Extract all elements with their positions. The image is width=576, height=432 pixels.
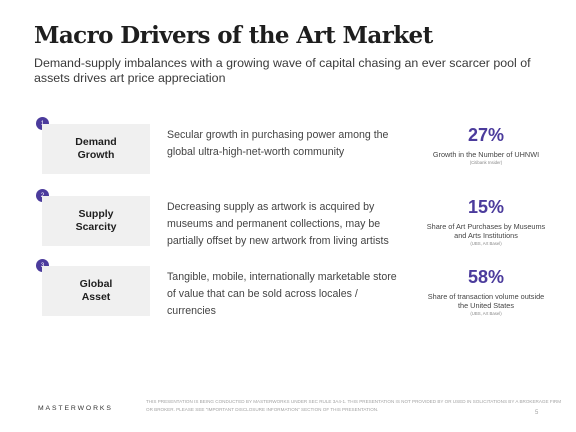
stat-label: Share of transaction volume outside the … [427,292,545,310]
driver-statistic: 15% Share of Art Purchases by Museums an… [422,197,550,247]
stat-source: (Citi­bank Insider) [469,160,503,165]
driver-description: Tangible, mobile, internationally market… [167,271,397,317]
driver-row: 3 Global Asset Tangible, mobile, interna… [0,259,576,317]
driver-name-box: Demand Growth [42,124,150,174]
slide-title: Macro Drivers of the Art Market [34,22,433,49]
stat-source: (UBS, Art Basel) [470,311,502,316]
page-number: 5 [535,410,539,416]
driver-description: Decreasing supply as artwork is acquired… [167,201,389,247]
masterworks-logo: MASTERWORKS [38,405,113,412]
stat-value: 27% [467,125,505,145]
disclaimer-text: This presentation is being conducted by … [146,399,562,412]
driver-row: 1 Demand Growth Secular growth in purcha… [0,117,576,175]
stat-label: Share of Art Purchases by Museums and Ar… [426,222,546,240]
driver-row: 2 Supply Scarcity Decreasing supply as a… [0,189,576,247]
slide-subtitle: Demand-supply imbalances with a growing … [34,56,531,85]
stat-value: 58% [467,267,505,287]
driver-statistic: 27% Growth in the Number of UHNWI (Citi­… [422,125,550,166]
stat-source: (UBS, Art Basel) [470,241,502,246]
stat-value: 15% [467,197,505,217]
driver-name-box: Global Asset [42,266,150,316]
driver-name-box: Supply Scarcity [42,196,150,246]
stat-label: Growth in the Number of UHNWI [432,150,540,159]
driver-description: Secular growth in purchasing power among… [167,129,389,158]
driver-statistic: 58% Share of transaction volume outside … [422,267,550,317]
